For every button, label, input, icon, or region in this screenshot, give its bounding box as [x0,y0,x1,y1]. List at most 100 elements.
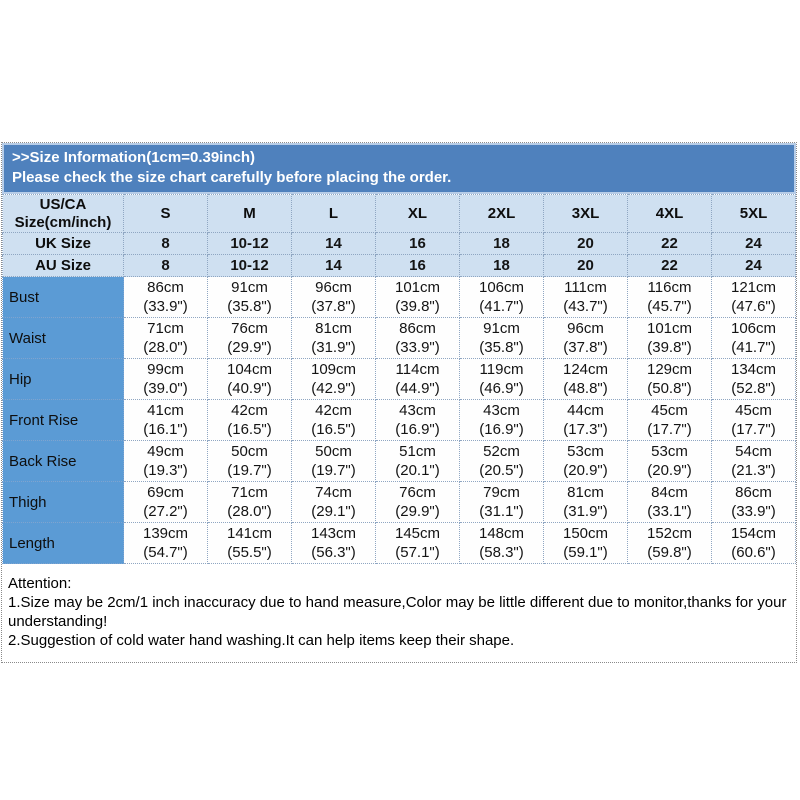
measurement-cell: 111cm (43.7") [543,276,628,318]
measurement-cell: 42cm (16.5") [291,399,376,441]
measurement-cm-value: 154cm [730,525,777,542]
measurement-cm-value: 86cm [147,279,184,296]
measurement-inch-value: (35.8") [479,339,524,356]
measurement-cm-value: 52cm [483,443,520,460]
measurement-inch-value: (27.2") [143,503,188,520]
conversion-value-cell: 10-12 [207,254,292,277]
conversion-row-label: UK Size [2,232,124,255]
measurement-row: Hip 99cm (39.0") 104cm (40.9") 109cm (42.9") 11… [2,358,796,400]
corner-line-1: US/CA [39,195,87,213]
measurement-cell: 121cm (47.6") [711,276,796,318]
measurement-inch-value: (33.9") [731,503,776,520]
attention-note-1: 1.Size may be 2cm/1 inch inaccuracy due … [8,594,787,630]
measurement-inch-value: (17.7") [731,421,776,438]
measurement-inch-value: (37.8") [563,339,608,356]
measurement-cm-value: 53cm [651,443,688,460]
measurement-cm-value: 134cm [730,361,777,378]
attention-section: Attention: 1.Size may be 2cm/1 inch inac… [2,564,796,662]
banner-subtitle: Please check the size chart carefully be… [12,169,452,186]
measurement-row: Thigh 69cm (27.2") 71cm (28.0") 74cm (29.1") 76… [2,481,796,523]
measurement-cell: 114cm (44.9") [375,358,460,400]
measurement-cell: 101cm (39.8") [627,317,712,359]
measurement-cell: 109cm (42.9") [291,358,376,400]
measurement-row-label: Thigh [2,481,124,523]
measurement-cell: 76cm (29.9") [375,481,460,523]
measurement-inch-value: (52.8") [731,380,776,397]
measurement-inch-value: (41.7") [731,339,776,356]
measurement-cm-value: 49cm [147,443,184,460]
measurement-row: Length 139cm (54.7") 141cm (55.5") 143cm (56.3… [2,522,796,564]
measurement-cell: 129cm (50.8") [627,358,712,400]
measurement-inch-value: (21.3") [731,462,776,479]
measurement-cm-value: 79cm [483,484,520,501]
measurement-inch-value: (17.3") [563,421,608,438]
measurement-inch-value: (28.0") [143,339,188,356]
measurement-inch-value: (17.7") [647,421,692,438]
measurement-cm-value: 99cm [147,361,184,378]
conversion-value-cell: 10-12 [207,232,292,255]
measurement-cell: 91cm (35.8") [459,317,544,359]
measurement-inch-value: (20.9") [647,462,692,479]
measurement-inch-value: (56.3") [311,544,356,561]
size-table-body: Bust 86cm (33.9") 91cm (35.8") 96cm (37.8") 101… [2,276,796,564]
measurement-inch-value: (39.8") [647,339,692,356]
measurement-cm-value: 86cm [399,320,436,337]
measurement-cell: 74cm (29.1") [291,481,376,523]
measurement-cell: 119cm (46.9") [459,358,544,400]
size-header-cell: 2XL [459,194,544,233]
measurement-inch-value: (43.7") [563,298,608,315]
measurement-inch-value: (57.1") [395,544,440,561]
measurement-cell: 145cm (57.1") [375,522,460,564]
measurement-inch-value: (16.1") [143,421,188,438]
measurement-inch-value: (31.1") [479,503,524,520]
measurement-cm-value: 106cm [478,279,525,296]
corner-header-cell: US/CA Size(cm/inch) [2,194,124,233]
measurement-inch-value: (41.7") [479,298,524,315]
measurement-cm-value: 44cm [567,402,604,419]
measurement-inch-value: (44.9") [395,380,440,397]
measurement-cm-value: 43cm [483,402,520,419]
measurement-cell: 99cm (39.0") [123,358,208,400]
size-header-cell: M [207,194,292,233]
measurement-row: Waist 71cm (28.0") 76cm (29.9") 81cm (31.9") 86… [2,317,796,359]
measurement-cell: 71cm (28.0") [207,481,292,523]
conversion-row: UK Size 8 10-12 14 16 18 20 22 24 [2,232,796,255]
measurement-cell: 42cm (16.5") [207,399,292,441]
measurement-cm-value: 74cm [315,484,352,501]
measurement-inch-value: (45.7") [647,298,692,315]
measurement-cm-value: 45cm [651,402,688,419]
measurement-inch-value: (59.8") [647,544,692,561]
size-table-header: US/CA Size(cm/inch) S M L XL 2XL 3XL 4XL 5XL UK Si… [2,194,796,277]
measurement-cm-value: 53cm [567,443,604,460]
measurement-cm-value: 114cm [395,361,440,378]
measurement-cm-value: 106cm [730,320,777,337]
conversion-value-cell: 14 [291,254,376,277]
measurement-cell: 71cm (28.0") [123,317,208,359]
measurement-cell: 86cm (33.9") [375,317,460,359]
measurement-cm-value: 119cm [479,361,524,378]
measurement-cm-value: 54cm [735,443,772,460]
measurement-cm-value: 141cm [226,525,273,542]
measurement-inch-value: (29.1") [311,503,356,520]
measurement-cm-value: 152cm [646,525,693,542]
measurement-cell: 150cm (59.1") [543,522,628,564]
measurement-inch-value: (54.7") [143,544,188,561]
measurement-inch-value: (35.8") [227,298,272,315]
measurement-cell: 43cm (16.9") [459,399,544,441]
measurement-inch-value: (31.9") [311,339,356,356]
measurement-cell: 106cm (41.7") [459,276,544,318]
measurement-cell: 143cm (56.3") [291,522,376,564]
measurement-inch-value: (46.9") [479,380,524,397]
size-chart-container: >>Size Information(1cm=0.39inch) Please … [1,142,797,663]
size-table: US/CA Size(cm/inch) S M L XL 2XL 3XL 4XL 5XL UK Si… [2,194,796,564]
measurement-inch-value: (16.9") [395,421,440,438]
measurement-cell: 91cm (35.8") [207,276,292,318]
measurement-inch-value: (33.1") [647,503,692,520]
measurement-cm-value: 81cm [567,484,604,501]
measurement-cell: 53cm (20.9") [543,440,628,482]
measurement-cell: 69cm (27.2") [123,481,208,523]
measurement-inch-value: (50.8") [647,380,692,397]
measurement-inch-value: (19.7") [311,462,356,479]
size-header-cell: L [291,194,376,233]
measurement-cm-value: 50cm [231,443,268,460]
